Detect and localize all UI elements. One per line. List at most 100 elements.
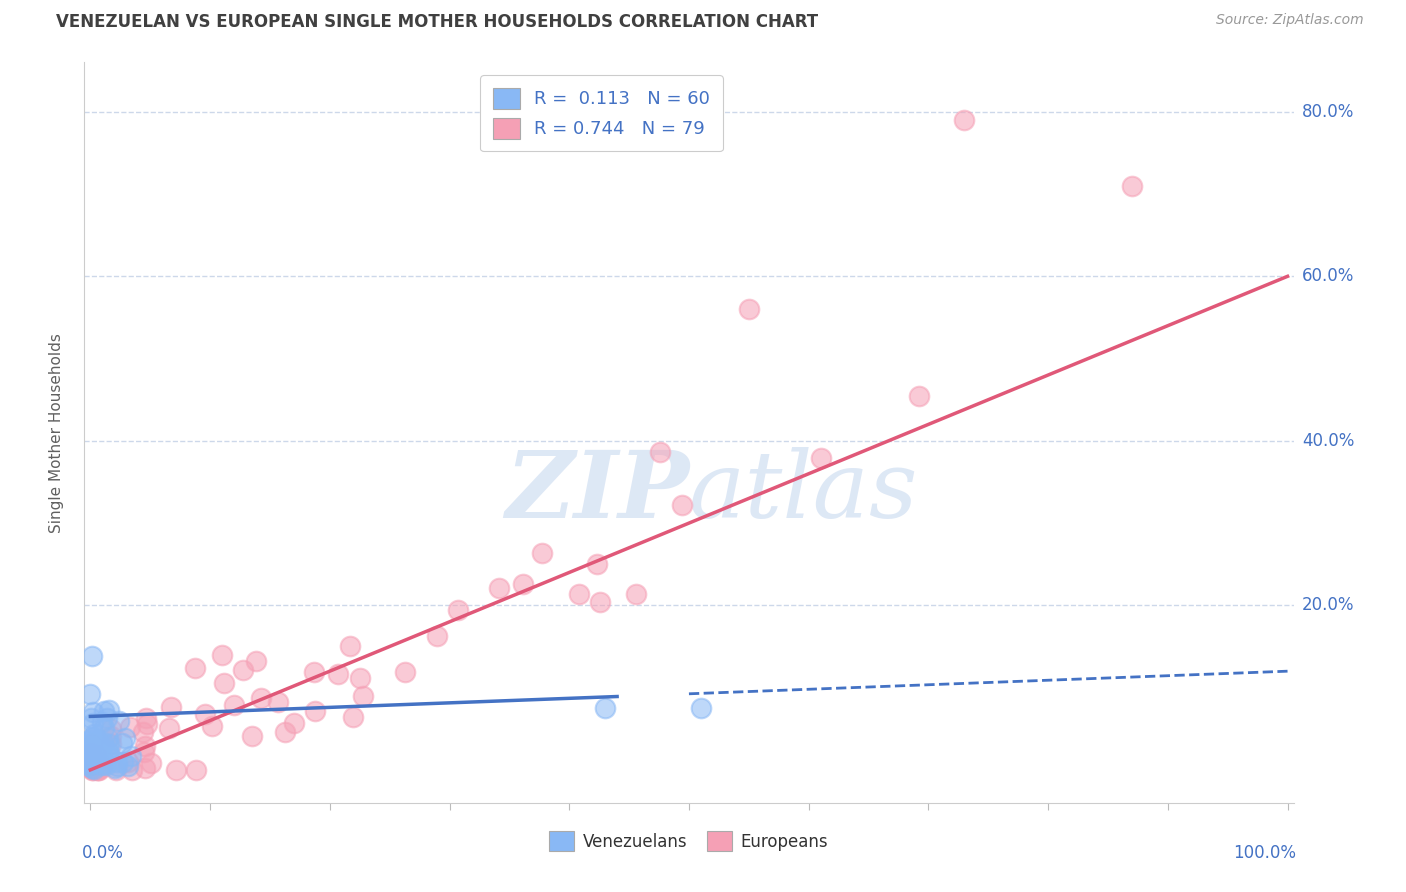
Point [110, 736, 132, 750]
Point [80, 741, 103, 756]
Point [250, 691, 273, 706]
Point [93, 735, 115, 749]
Point [159, 721, 181, 735]
Point [82, 763, 104, 777]
Point [1121, 178, 1143, 193]
Point [84, 760, 107, 774]
Point [593, 701, 616, 715]
Point [79, 747, 101, 761]
Point [80, 757, 103, 772]
Point [90, 714, 112, 729]
Point [80, 758, 103, 772]
Point [97, 747, 120, 761]
Point [105, 759, 128, 773]
Point [193, 706, 215, 721]
Point [96, 711, 118, 725]
Point [79, 711, 101, 725]
Point [84, 756, 107, 770]
Legend: Venezuelans, Europeans: Venezuelans, Europeans [543, 825, 835, 857]
Point [200, 719, 222, 733]
Point [352, 689, 374, 703]
Point [114, 731, 136, 746]
Point [87, 763, 110, 777]
Point [183, 661, 205, 675]
Point [97, 744, 120, 758]
Point [267, 695, 290, 709]
Point [89, 756, 111, 770]
Point [160, 700, 183, 714]
Point [671, 498, 693, 512]
Point [89, 745, 111, 759]
Point [98, 738, 121, 752]
Point [82, 753, 104, 767]
Point [530, 545, 553, 559]
Point [446, 603, 468, 617]
Text: 20.0%: 20.0% [1302, 597, 1354, 615]
Point [135, 711, 157, 725]
Point [79, 761, 101, 775]
Point [83, 753, 105, 767]
Point [134, 761, 156, 775]
Point [232, 663, 254, 677]
Point [908, 389, 931, 403]
Point [100, 722, 122, 736]
Point [105, 755, 128, 769]
Point [328, 666, 350, 681]
Point [83, 762, 105, 776]
Point [91, 739, 114, 754]
Point [82, 737, 104, 751]
Point [624, 587, 647, 601]
Point [80, 750, 103, 764]
Point [80, 748, 103, 763]
Point [240, 729, 263, 743]
Point [80, 760, 103, 774]
Point [589, 595, 612, 609]
Point [104, 761, 127, 775]
Text: atlas: atlas [689, 447, 918, 537]
Point [80, 648, 103, 663]
Point [80, 749, 103, 764]
Point [80, 756, 103, 770]
Point [690, 701, 713, 715]
Point [86, 763, 108, 777]
Point [79, 734, 101, 748]
Point [93, 704, 115, 718]
Point [97, 731, 120, 746]
Point [83, 753, 105, 767]
Point [108, 714, 131, 728]
Point [283, 716, 305, 731]
Point [80, 741, 103, 756]
Point [83, 734, 105, 748]
Point [135, 717, 157, 731]
Point [83, 752, 105, 766]
Point [121, 763, 143, 777]
Point [80, 731, 103, 746]
Point [82, 716, 104, 731]
Point [100, 729, 122, 743]
Point [90, 757, 112, 772]
Point [512, 577, 534, 591]
Point [83, 739, 105, 754]
Point [134, 739, 156, 753]
Point [82, 761, 104, 775]
Point [105, 763, 128, 777]
Point [304, 704, 326, 718]
Point [132, 745, 155, 759]
Point [342, 709, 364, 723]
Point [212, 676, 235, 690]
Point [80, 761, 103, 775]
Point [79, 759, 101, 773]
Point [84, 747, 107, 762]
Point [568, 587, 591, 601]
Point [83, 727, 105, 741]
Text: 60.0%: 60.0% [1302, 268, 1354, 285]
Point [100, 737, 122, 751]
Text: 100.0%: 100.0% [1233, 844, 1296, 862]
Point [488, 581, 510, 595]
Point [82, 730, 104, 744]
Text: 40.0%: 40.0% [1302, 432, 1354, 450]
Point [211, 648, 233, 663]
Point [648, 445, 671, 459]
Point [120, 748, 142, 763]
Point [82, 763, 104, 777]
